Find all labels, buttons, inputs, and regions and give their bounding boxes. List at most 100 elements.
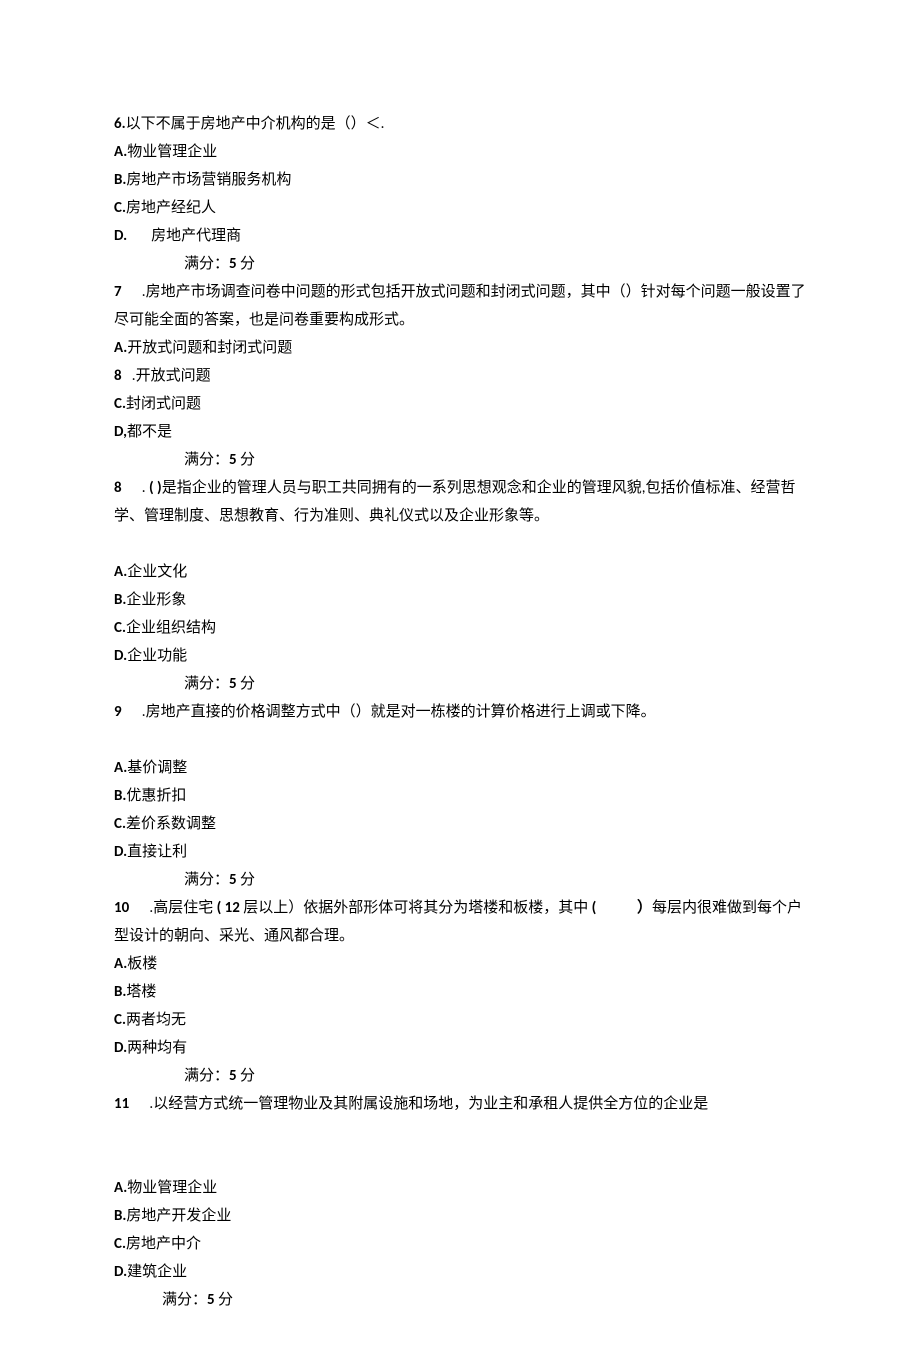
q7-a-letter: A.: [114, 339, 127, 357]
q8-a-text: 企业文化: [127, 563, 187, 581]
q7-b-dot: .: [122, 367, 136, 385]
q7-b-letter: 8: [114, 367, 122, 385]
q11-dot: .: [139, 1095, 153, 1113]
q8-dot: .: [132, 479, 149, 497]
q9-option-a: A.基价调整: [114, 754, 814, 782]
q8-stem-text: 是指企业的管理人员与职工共同拥有的一系列思想观念和企业的管理风貌,包括价值标准、…: [114, 479, 795, 525]
q11-score: 满分：5 分: [114, 1286, 814, 1314]
score-unit: 分: [237, 871, 255, 889]
blank-line: [114, 1146, 814, 1174]
q8-option-d: D.企业功能: [114, 642, 814, 670]
q7-option-d: D,都不是: [114, 418, 814, 446]
score-label: 满分：: [162, 1291, 207, 1309]
q9-a-text: 基价调整: [127, 759, 187, 777]
score-label: 满分：: [184, 871, 229, 889]
q10-stem: 10 .高层住宅 ( 12 层以上）依据外部形体可将其分为塔楼和板楼，其中 ( …: [114, 894, 814, 950]
q8-num: 8: [114, 479, 122, 497]
q11-c-text: 房地产中介: [126, 1235, 201, 1253]
q6-stem: 6.以下不属于房地产中介机构的是（）＜.: [114, 110, 814, 138]
q7-d-letter: D,: [114, 423, 127, 441]
q6-c-letter: C.: [114, 199, 126, 217]
q10-option-c: C.两者均无: [114, 1006, 814, 1034]
q11-stem: 11 .以经营方式统一管理物业及其附属设施和场地，为业主和承租人提供全方位的企业…: [114, 1090, 814, 1118]
q6-stem-text: 以下不属于房地产中介机构的是（）＜.: [126, 115, 385, 133]
score-value: 5: [229, 1067, 237, 1085]
q6-num: 6.: [114, 115, 126, 133]
q6-option-d: D. 房地产代理商: [114, 222, 814, 250]
q7-c-letter: C.: [114, 395, 126, 413]
q11-b-text: 房地产开发企业: [126, 1207, 231, 1225]
q9-d-text: 直接让利: [127, 843, 187, 861]
q9-stem: 9 .房地产直接的价格调整方式中（）就是对一栋楼的计算价格进行上调或下降。: [114, 698, 814, 726]
q7-stem: 7 .房地产市场调查问卷中问题的形式包括开放式问题和封闭式问题，其中（）针对每个…: [114, 278, 814, 334]
blank-line: [114, 726, 814, 754]
q7-a-text: 开放式问题和封闭式问题: [127, 339, 292, 357]
score-value: 5: [229, 675, 237, 693]
q6-a-text: 物业管理企业: [127, 143, 217, 161]
q10-stem-mid: 层以上）依据外部形体可将其分为塔楼和板楼，其中: [243, 899, 591, 917]
q8-c-text: 企业组织结构: [126, 619, 216, 637]
q9-option-d: D.直接让利: [114, 838, 814, 866]
q10-stem-pre: 高层住宅: [153, 899, 216, 917]
q11-a-letter: A.: [114, 1179, 127, 1197]
score-unit: 分: [237, 675, 255, 693]
score-unit: 分: [237, 1067, 255, 1085]
q7-dot: .: [132, 283, 146, 301]
q11-stem-text: 以经营方式统一管理物业及其附属设施和场地，为业主和承租人提供全方位的企业是: [153, 1095, 708, 1113]
document-content: 6.以下不属于房地产中介机构的是（）＜. A.物业管理企业 B.房地产市场营销服…: [114, 110, 814, 1314]
q9-num: 9: [114, 703, 122, 721]
q10-c-text: 两者均无: [126, 1011, 186, 1029]
q10-b-letter: B.: [114, 983, 126, 1001]
q10-paren1: ( 12: [217, 899, 244, 917]
q6-b-text: 房地产市场营销服务机构: [126, 171, 291, 189]
q10-d-letter: D.: [114, 1039, 127, 1057]
q9-option-c: C.差价系数调整: [114, 810, 814, 838]
q9-d-letter: D.: [114, 843, 127, 861]
blank-line: [114, 530, 814, 558]
q11-d-text: 建筑企业: [127, 1263, 187, 1281]
score-label: 满分：: [184, 451, 229, 469]
score-value: 5: [229, 255, 237, 273]
q6-a-letter: A.: [114, 143, 127, 161]
score-label: 满分：: [184, 675, 229, 693]
score-label: 满分：: [184, 255, 229, 273]
q11-num: 11: [114, 1095, 129, 1113]
q8-a-letter: A.: [114, 563, 127, 581]
q8-d-text: 企业功能: [127, 647, 187, 665]
q6-score: 满分：5 分: [114, 250, 814, 278]
q10-option-b: B.塔楼: [114, 978, 814, 1006]
q9-a-letter: A.: [114, 759, 127, 777]
score-value: 5: [229, 451, 237, 469]
q10-a-text: 板楼: [127, 955, 157, 973]
q11-b-letter: B.: [114, 1207, 126, 1225]
q7-option-b: 8 .开放式问题: [114, 362, 814, 390]
q8-option-b: B.企业形象: [114, 586, 814, 614]
q6-d-letter: D.: [114, 227, 127, 245]
q6-option-b: B.房地产市场营销服务机构: [114, 166, 814, 194]
q11-d-letter: D.: [114, 1263, 127, 1281]
q8-d-letter: D.: [114, 647, 127, 665]
q9-c-letter: C.: [114, 815, 126, 833]
q8-b-letter: B.: [114, 591, 126, 609]
q9-stem-text: 房地产直接的价格调整方式中（）就是对一栋楼的计算价格进行上调或下降。: [146, 703, 656, 721]
q10-num: 10: [114, 899, 129, 917]
q10-d-text: 两种均有: [127, 1039, 187, 1057]
q6-d-text: 房地产代理商: [151, 227, 241, 245]
q7-stem-text: 房地产市场调查问卷中问题的形式包括开放式问题和封闭式问题，其中（）针对每个问题一…: [114, 283, 806, 329]
blank-line: [114, 1118, 814, 1146]
q10-a-letter: A.: [114, 955, 127, 973]
score-value: 5: [229, 871, 237, 889]
q9-option-b: B.优惠折扣: [114, 782, 814, 810]
q8-c-letter: C.: [114, 619, 126, 637]
q10-score: 满分：5 分: [114, 1062, 814, 1090]
q8-option-a: A.企业文化: [114, 558, 814, 586]
q9-score: 满分：5 分: [114, 866, 814, 894]
q10-c-letter: C.: [114, 1011, 126, 1029]
score-value: 5: [207, 1291, 215, 1309]
q11-c-letter: C.: [114, 1235, 126, 1253]
q7-num: 7: [114, 283, 122, 301]
score-label: 满分：: [184, 1067, 229, 1085]
q8-score: 满分：5 分: [114, 670, 814, 698]
q9-b-text: 优惠折扣: [126, 787, 186, 805]
q11-option-c: C.房地产中介: [114, 1230, 814, 1258]
